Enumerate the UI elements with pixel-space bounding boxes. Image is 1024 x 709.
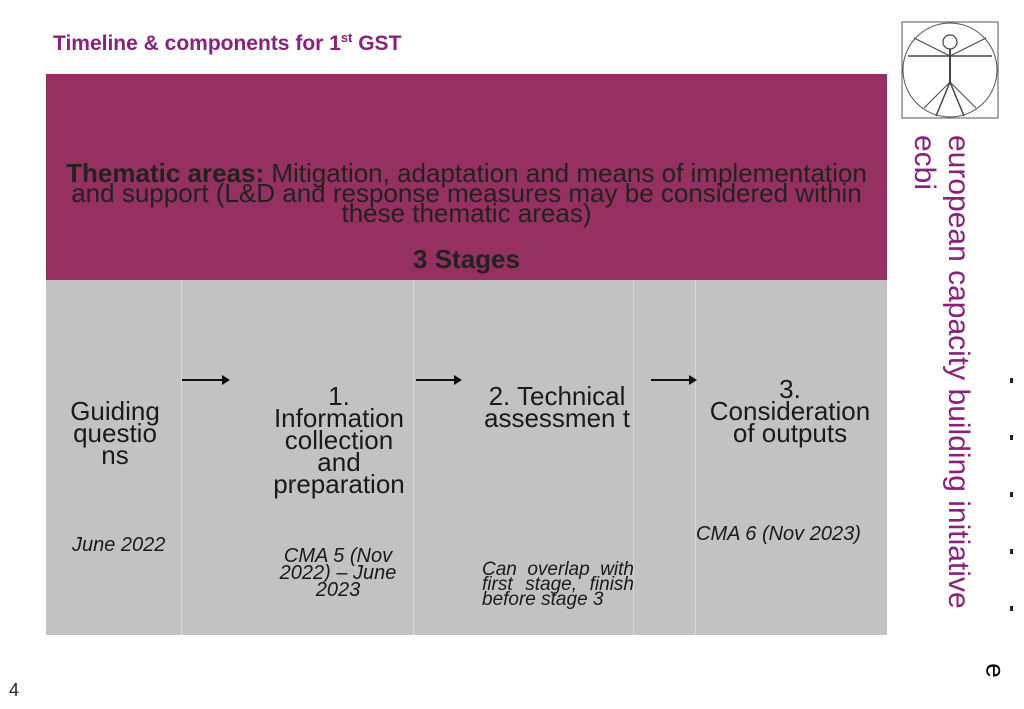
thematic-areas-text: Thematic areas: Mitigation, adaptation a…: [46, 160, 887, 226]
stages-heading: 3 Stages: [413, 244, 520, 274]
column-date-guiding-questions: June 2022: [72, 534, 166, 556]
side-letter: e: [980, 663, 1011, 678]
column-note-stage-2: Can overlap with first stage, finish bef…: [482, 559, 634, 610]
column-heading-stage-3: 3. Consideration of outputs: [709, 374, 871, 448]
column-divider: [633, 280, 634, 635]
arrow-right-icon: [182, 375, 230, 385]
slide-title: Timeline & components for 1st GST: [53, 30, 402, 55]
stages-panel: [46, 280, 887, 635]
column-divider: [181, 280, 182, 635]
column-heading-guiding-questions: Guiding questio ns: [70, 396, 160, 470]
column-divider: [413, 280, 414, 635]
vitruvian-man-logo: [901, 21, 999, 119]
column-heading-stage-2: 2. Technical assessmen t: [484, 381, 630, 433]
arrow-right-icon: [651, 375, 697, 385]
column-date-stage-1: CMA 5 (Nov 2022) – June 2023: [279, 545, 397, 601]
thematic-body: Mitigation, adaptation and means of impl…: [71, 158, 867, 228]
column-heading-stage-1: 1. Information collection and preparatio…: [273, 381, 405, 499]
column-date-stage-3: CMA 6 (Nov 2023): [696, 523, 861, 545]
ecbi-brand: european capacity building initiative ec…: [905, 135, 985, 615]
thematic-banner: [46, 74, 887, 280]
arrow-right-icon: [416, 375, 462, 385]
brand-line-acronym: ecbi: [908, 135, 941, 191]
column-divider: [695, 280, 696, 635]
brand-line-full-name: european capacity building initiative: [942, 135, 975, 609]
thematic-label: Thematic areas:: [66, 158, 265, 188]
page-number: 4: [9, 680, 20, 700]
side-dotted-marks: [1005, 378, 1017, 638]
